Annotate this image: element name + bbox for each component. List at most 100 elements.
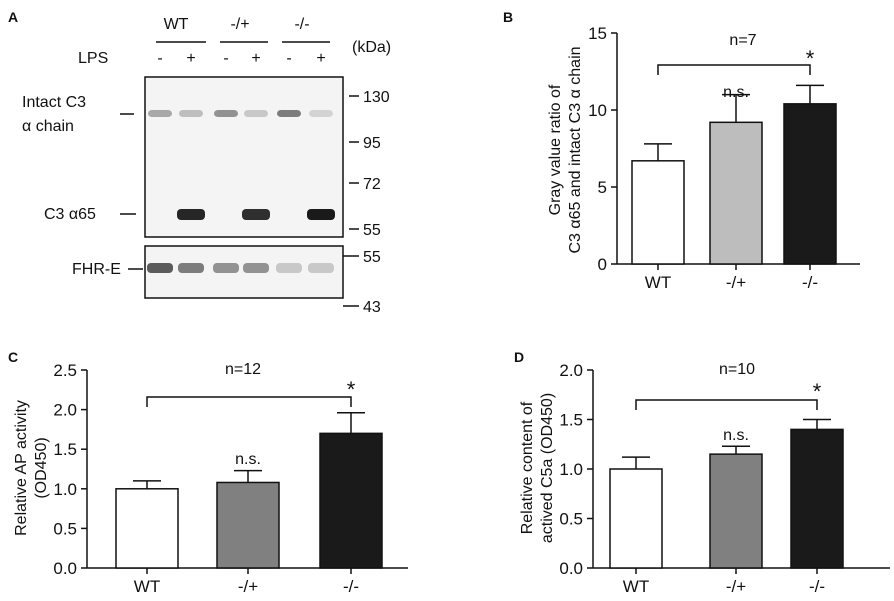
c3a65-label: C3 α65	[44, 206, 96, 223]
panel-d-significance-bracket	[635, 399, 818, 410]
lps-state-row: - + - + - +	[157, 50, 325, 67]
panel-c-ytick-label-0: 0.0	[53, 559, 77, 578]
marker-label-95: 95	[363, 135, 381, 152]
panel-b-ytick-label-2: 10	[588, 101, 607, 120]
lps-state-lane-6: +	[316, 50, 325, 67]
lps-label: LPS	[78, 50, 108, 67]
panel-b-ylabel-line2: C3 α65 and intact C3 α chain	[567, 46, 584, 253]
genotype-label-ko: -/-	[294, 16, 309, 33]
panel-b-n-label: n=7	[729, 32, 756, 49]
intact-c3-label-line1: Intact C3	[22, 94, 86, 111]
panel-d-bar-0	[609, 468, 663, 569]
panel-c-ylabel-line1: Relative AP activity	[13, 400, 30, 536]
marker-label-130: 130	[363, 89, 390, 106]
panel-d-category-label-2: -/-	[809, 577, 825, 596]
panel-c-ytick-label-4: 2.0	[53, 401, 77, 420]
panel-b-chart-body: 0 5 10 15 WT -/+ -/-	[588, 24, 860, 292]
panel-d-ytick-label-4: 2.0	[559, 361, 583, 380]
panel-b-bar-2	[783, 103, 837, 265]
panel-d-ns-label: n.s.	[723, 427, 749, 444]
marker-label-55-top: 55	[363, 222, 381, 239]
panel-d-ytick-label-2: 1.0	[559, 460, 583, 479]
genotype-label-wt: WT	[164, 16, 189, 33]
genotype-label-het: -/+	[230, 16, 249, 33]
panel-b-significance-bracket	[657, 64, 811, 75]
panel-c-bar-1	[216, 481, 280, 569]
panel-c-category-label-2: -/-	[343, 577, 359, 596]
intact-c3-label-line2: α chain	[22, 118, 74, 135]
intact-c3-band-lane-5	[277, 110, 301, 117]
lps-state-lane-5: -	[286, 50, 291, 67]
panel-c-significance-star: *	[347, 377, 356, 402]
panel-d-bar-1	[709, 453, 763, 569]
panel-d-category-label-1: -/+	[726, 577, 746, 596]
panel-d-ylabel-line1: Relative content of	[519, 401, 536, 534]
intact-c3-band-lane-6	[309, 110, 333, 117]
panel-d-n-label: n=10	[719, 361, 755, 378]
intact-c3-band-lane-4	[244, 110, 268, 117]
panel-c-ns-label: n.s.	[235, 451, 261, 468]
fhre-band-lane-4	[243, 263, 269, 273]
panel-d-category-label-0: WT	[623, 577, 649, 596]
panel-b-ns-label: n.s.	[723, 84, 749, 101]
marker-label-43: 43	[363, 299, 381, 316]
intact-c3-band-lane-3	[214, 110, 238, 117]
intact-c3-band-lane-2	[179, 110, 203, 117]
panel-b-significance-star: *	[806, 46, 815, 71]
panel-c-bar-2	[319, 432, 383, 569]
panel-d-bar-2	[790, 428, 844, 569]
panel-a-western-blot: A WT -/+ -/- (kDa) LPS - + - + - + Intact C3 …	[8, 9, 391, 316]
panel-d-ytick-label-0: 0.0	[559, 559, 583, 578]
panel-c-chart-body: 0.0 0.5 1.0 1.5 2.0 2.5 WT -/+ -/-	[53, 361, 408, 596]
panel-d-ytick-label-1: 0.5	[559, 510, 583, 529]
panel-b-category-label-0: WT	[645, 273, 671, 292]
lps-state-lane-1: -	[157, 50, 162, 67]
panel-b-bar-0	[631, 160, 685, 265]
panel-d-chart: D 0.0 0.5 1.0 1.5 2.0 WT -/+ -/- n=10 Relative …	[514, 349, 890, 596]
panel-d-letter: D	[514, 349, 524, 365]
panel-c-n-label: n=12	[225, 361, 261, 378]
panel-d-ytick-label-3: 1.5	[559, 411, 583, 430]
panel-b-category-label-2: -/-	[802, 273, 818, 292]
panel-c-bar-0	[115, 488, 179, 569]
fhre-band-lane-2	[178, 263, 204, 273]
molecular-weight-markers: 130 95 72 55 55 43	[343, 89, 390, 316]
panel-b-chart: B 0 5 10 15 WT -/+ -/- n=7 Gray value ratio of…	[503, 9, 860, 292]
panel-c-ytick-label-5: 2.5	[53, 361, 77, 380]
lps-state-lane-2: +	[186, 50, 195, 67]
c3a65-band-lane-6	[307, 209, 335, 220]
c3a65-band-lane-2	[177, 209, 205, 220]
panel-b-ytick-label-3: 15	[588, 24, 607, 43]
panel-c-ylabel-line2: (OD450)	[33, 437, 50, 498]
panel-b-ylabel-line1: Gray value ratio of	[547, 84, 564, 215]
panel-a-letter: A	[8, 9, 18, 25]
panel-c-letter: C	[8, 349, 18, 365]
fhre-band-lane-3	[213, 263, 239, 273]
panel-c-ytick-label-3: 1.5	[53, 440, 77, 459]
panel-b-category-label-1: -/+	[726, 273, 746, 292]
blot-bands	[147, 110, 335, 273]
lps-state-lane-3: -	[223, 50, 228, 67]
panel-c-category-label-0: WT	[134, 577, 160, 596]
intact-c3-band-lane-1	[148, 110, 172, 117]
panel-b-letter: B	[503, 9, 513, 25]
panel-b-bar-1	[709, 121, 763, 265]
panel-c-significance-bracket	[146, 396, 352, 407]
panel-d-chart-body: 0.0 0.5 1.0 1.5 2.0 WT -/+ -/-	[559, 361, 890, 596]
fhre-band-lane-1	[147, 263, 173, 273]
panel-d-significance-star: *	[813, 379, 822, 404]
marker-label-72: 72	[363, 176, 381, 193]
fhre-label: FHR-E	[72, 261, 121, 278]
bottom-blot-membrane	[144, 245, 344, 299]
kda-unit-label: (kDa)	[352, 39, 391, 56]
c3a65-band-lane-4	[242, 209, 270, 220]
marker-label-55-bottom: 55	[363, 249, 381, 266]
panel-c-ytick-label-1: 0.5	[53, 519, 77, 538]
fhre-band-lane-6	[308, 263, 334, 273]
lps-state-lane-4: +	[251, 50, 260, 67]
panel-b-ytick-label-0: 0	[598, 255, 607, 274]
panel-b-ytick-label-1: 5	[598, 178, 607, 197]
panel-c-ytick-label-2: 1.0	[53, 480, 77, 499]
fhre-band-lane-5	[276, 263, 302, 273]
panel-c-category-label-1: -/+	[238, 577, 258, 596]
